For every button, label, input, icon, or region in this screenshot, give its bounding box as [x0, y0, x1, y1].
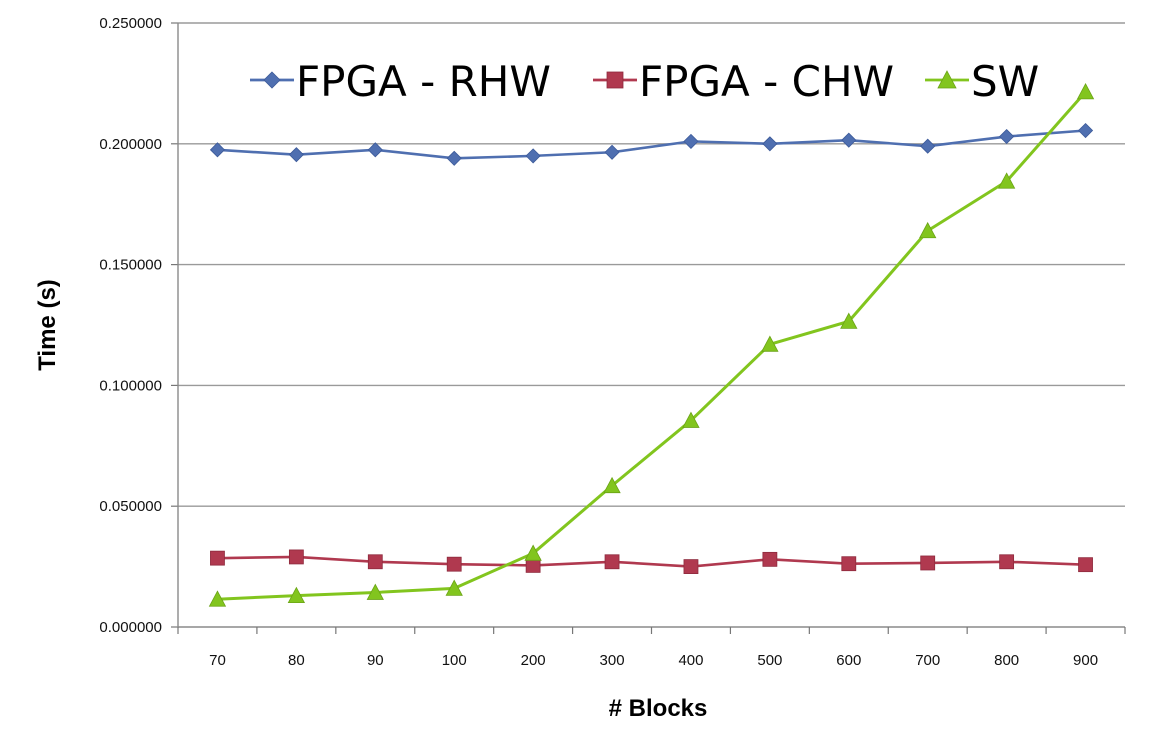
data-point-triangle: [997, 172, 1016, 189]
data-point-diamond: [762, 136, 778, 152]
data-point-square: [920, 555, 936, 571]
data-point-square: [210, 550, 225, 566]
data-point-diamond: [683, 133, 699, 149]
data-point-triangle: [603, 476, 621, 494]
data-point-diamond: [263, 71, 281, 89]
x-tick-label: 900: [1073, 652, 1098, 669]
data-point-diamond: [920, 138, 936, 154]
data-point-diamond: [525, 148, 541, 164]
series-line: [217, 129, 1086, 160]
series-fpga-chw: [210, 549, 1093, 574]
data-point-diamond: [367, 142, 383, 158]
x-tick-label: 700: [915, 652, 940, 669]
data-point-triangle: [524, 544, 542, 561]
axes: [171, 22, 1126, 634]
series-fpga-rhw: [209, 122, 1094, 166]
data-point-square: [288, 549, 304, 565]
x-tick-label: 90: [367, 652, 384, 669]
series-line: [217, 555, 1086, 568]
data-point-triangle: [287, 586, 306, 603]
series-sw: [208, 83, 1095, 607]
legend: FPGA - RHW FPGA - CHW SW: [250, 57, 1039, 106]
data-point-square: [762, 551, 778, 567]
data-point-diamond: [1077, 122, 1094, 139]
data-point-triangle: [919, 221, 937, 239]
legend-item: FPGA - CHW: [593, 57, 894, 106]
x-tick-label: 500: [757, 652, 782, 669]
data-point-diamond: [841, 132, 857, 148]
legend-item: SW: [925, 57, 1039, 106]
y-tick-label: 0.000000: [99, 619, 162, 636]
data-point-square: [446, 556, 462, 572]
x-axis-title: # Blocks: [609, 695, 708, 722]
x-tick-label: 800: [994, 652, 1019, 669]
y-tick-label: 0.250000: [99, 15, 162, 32]
x-tick-label: 70: [209, 652, 226, 669]
data-point-triangle: [445, 579, 463, 596]
data-point-square: [841, 556, 857, 572]
data-point-square: [999, 554, 1015, 570]
data-point-triangle: [840, 312, 858, 329]
gridlines: [178, 22, 1125, 507]
data-point-square: [1078, 557, 1093, 573]
data-point-triangle: [761, 335, 779, 352]
data-point-triangle: [208, 590, 227, 607]
data-point-triangle: [366, 583, 384, 600]
x-tick-label: 600: [836, 652, 861, 669]
series-layer: [208, 83, 1095, 607]
legend-label: FPGA - RHW: [296, 57, 551, 106]
data-point-triangle: [682, 411, 700, 428]
legend-item: FPGA - RHW: [250, 57, 551, 106]
data-point-square: [367, 554, 383, 570]
data-point-square: [606, 71, 624, 89]
data-point-diamond: [209, 142, 226, 158]
data-point-triangle: [1076, 83, 1095, 100]
y-tick-label: 0.050000: [99, 498, 162, 515]
data-point-diamond: [288, 147, 304, 163]
data-point-square: [604, 554, 620, 570]
legend-label: FPGA - CHW: [639, 57, 894, 106]
data-point-triangle: [937, 70, 957, 89]
y-tick-label: 0.200000: [99, 136, 162, 153]
x-tick-label: 100: [442, 652, 467, 669]
data-point-square: [683, 559, 699, 574]
y-axis-title: Time (s): [34, 279, 61, 371]
y-tick-label: 0.100000: [99, 377, 162, 394]
data-point-diamond: [999, 128, 1015, 145]
legend-label: SW: [971, 57, 1039, 106]
y-tick-labels: 0.000000 0.050000 0.100000 0.150000 0.200000…: [99, 15, 162, 636]
data-point-diamond: [604, 144, 620, 160]
x-tick-label: 300: [600, 652, 625, 669]
y-tick-label: 0.150000: [99, 257, 162, 274]
x-tick-labels: 70 80 90 100 200 300 400 500 600 700 800 900: [209, 652, 1098, 669]
series-line: [217, 90, 1087, 601]
data-point-diamond: [446, 150, 462, 166]
x-tick-label: 80: [288, 652, 305, 669]
x-tick-label: 400: [678, 652, 703, 669]
x-tick-label: 200: [521, 652, 546, 669]
